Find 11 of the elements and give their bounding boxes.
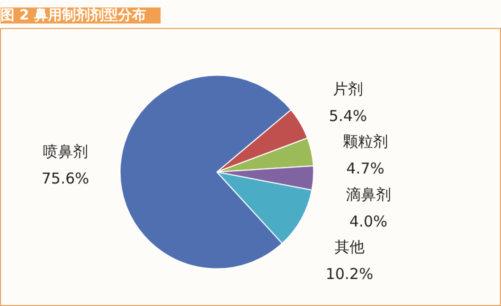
data-label: 75.6% bbox=[42, 169, 90, 188]
slice-label: 滴鼻剂 bbox=[346, 185, 391, 204]
chart-title: 图 2 鼻用制剂剂型分布 bbox=[0, 6, 146, 24]
slice-label: 其他 bbox=[334, 238, 364, 256]
data-label: 10.2% bbox=[326, 264, 374, 283]
slice-label: 颗粒剂 bbox=[342, 132, 388, 151]
data-label: 4.0% bbox=[349, 212, 388, 230]
data-label: 4.7% bbox=[346, 160, 384, 178]
slice-label: 喷鼻剂 bbox=[42, 142, 88, 160]
data-label: 5.4% bbox=[328, 106, 368, 125]
slice-label: 片剂 bbox=[332, 80, 363, 98]
